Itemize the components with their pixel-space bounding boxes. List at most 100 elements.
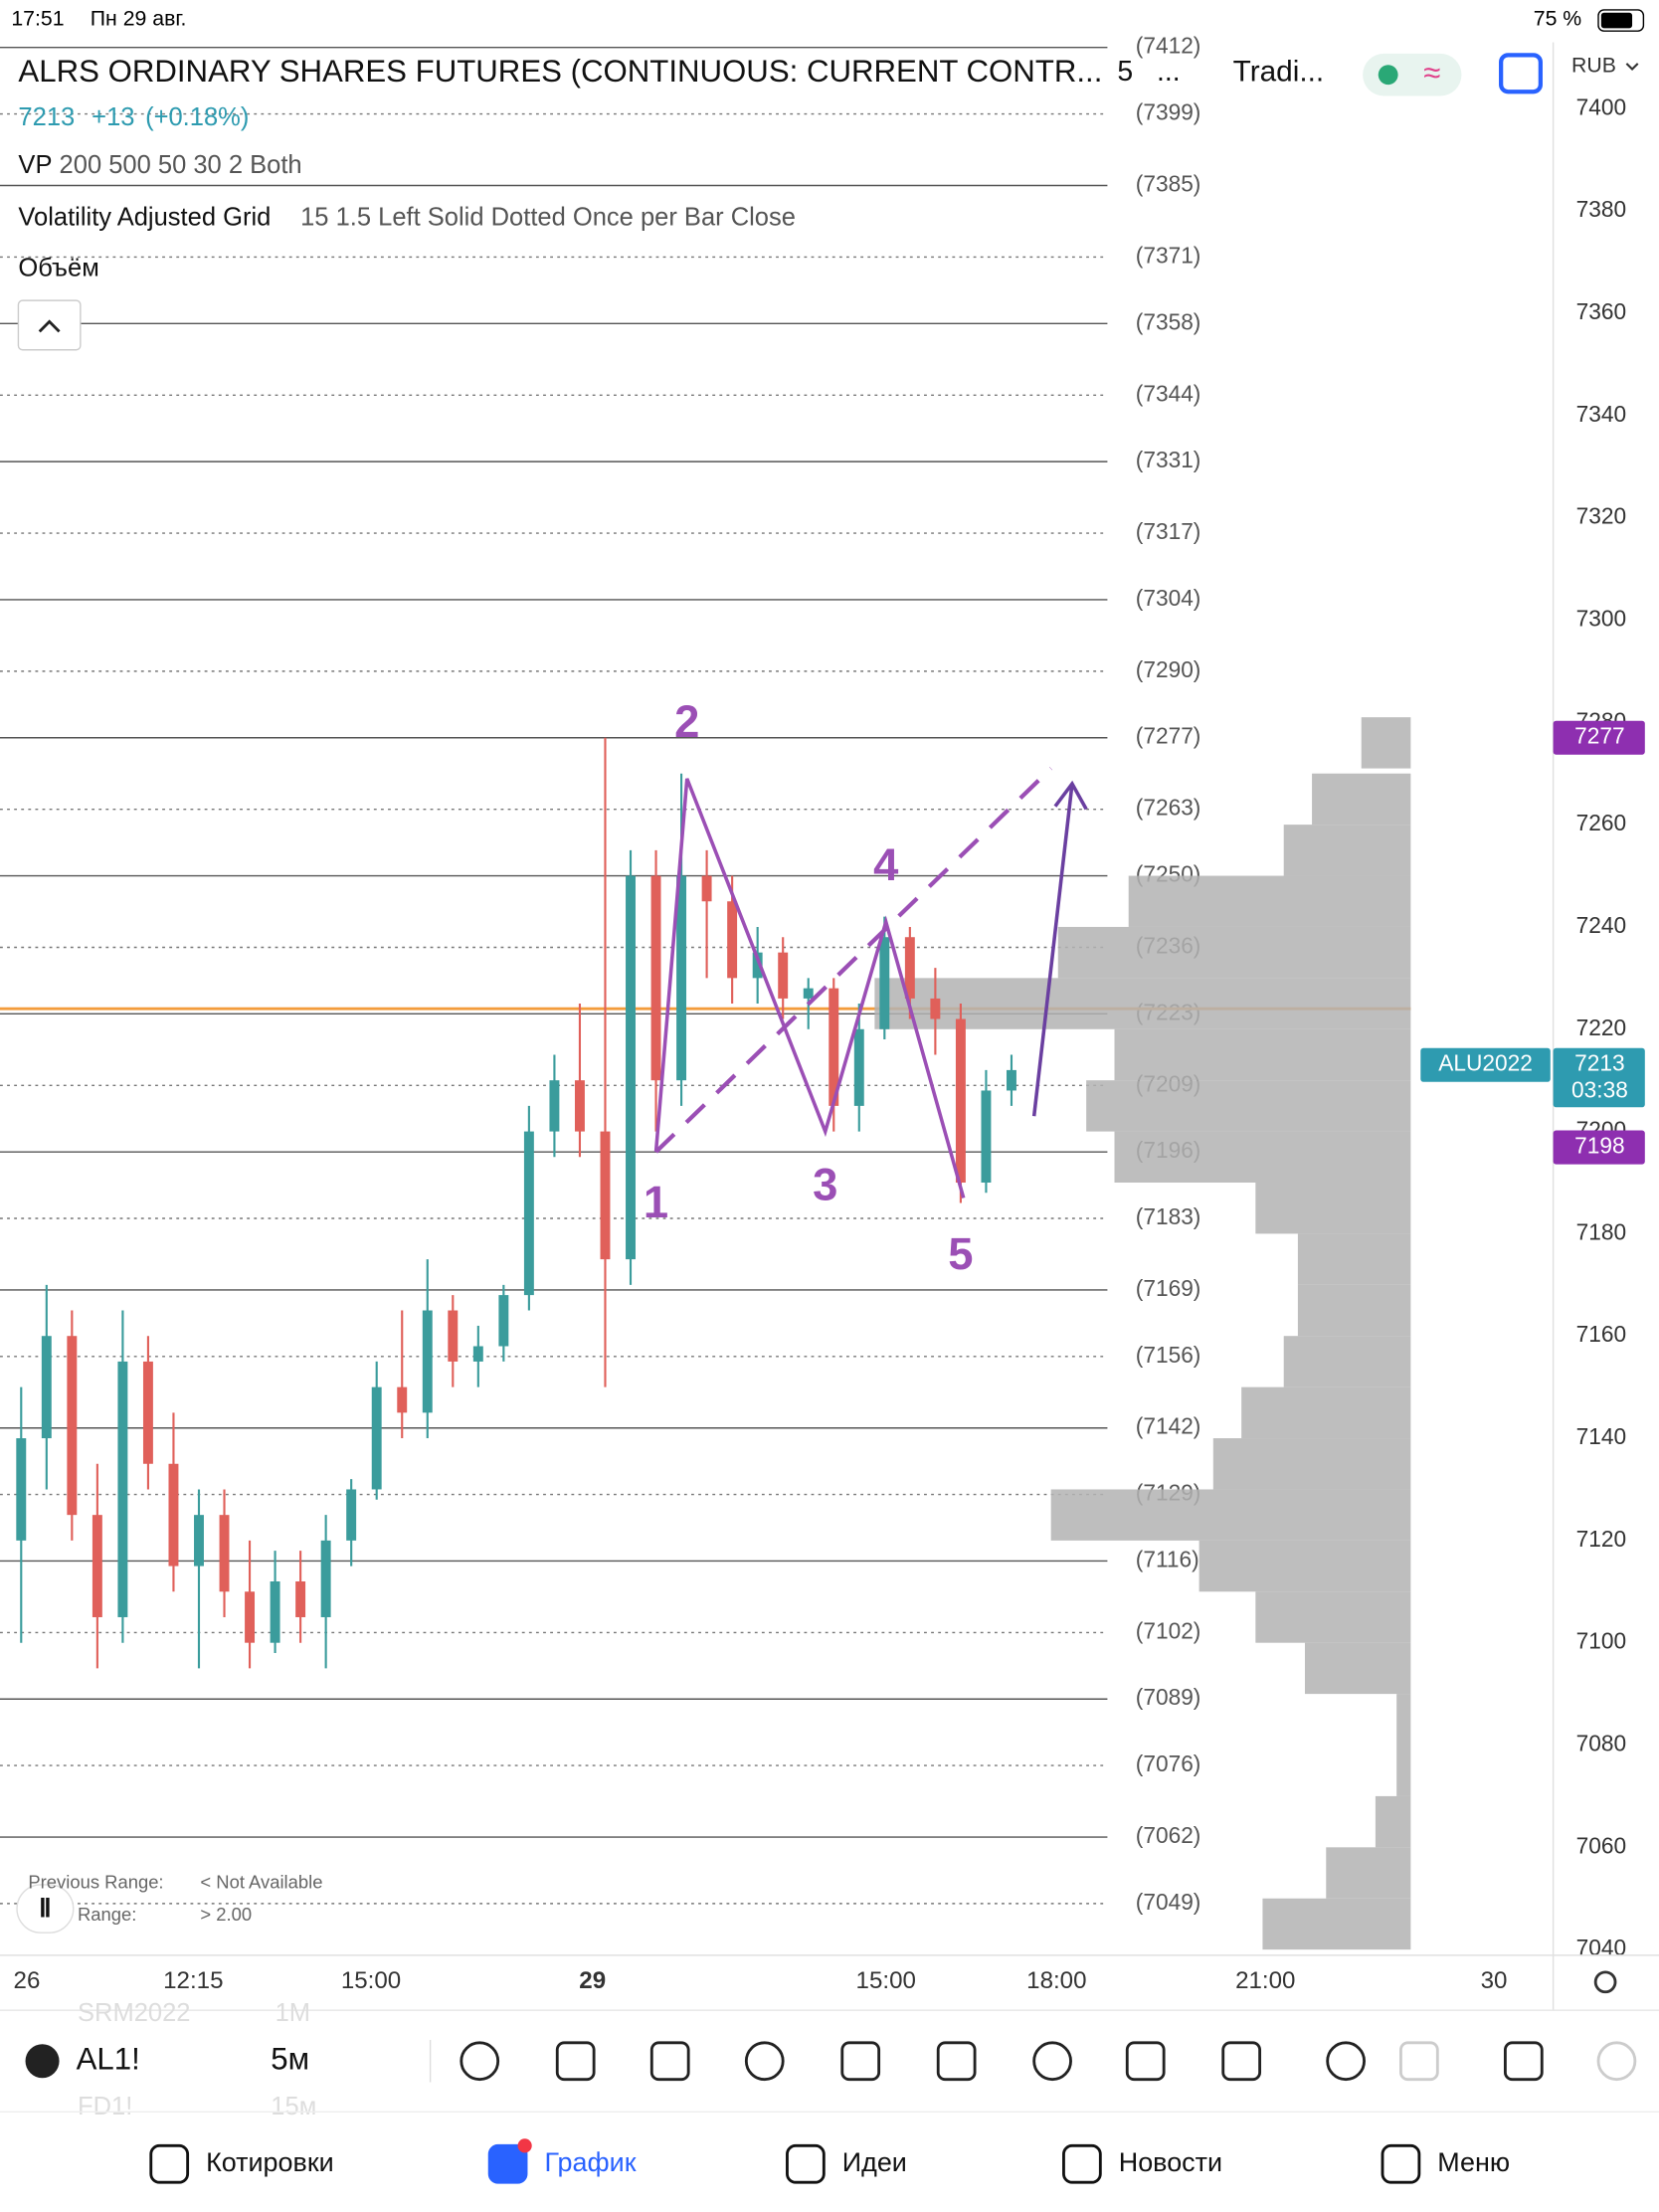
y-tick-label: 7080 bbox=[1576, 1731, 1626, 1756]
settings-icon[interactable] bbox=[1593, 1970, 1617, 1994]
tv-logo-mark: Ⅱ bbox=[39, 1895, 52, 1923]
high-badge-bg bbox=[1553, 720, 1645, 755]
toolbar-icon[interactable] bbox=[649, 2041, 690, 2082]
price-axis-bg bbox=[1553, 42, 1659, 1955]
nav-item: Котировки bbox=[206, 2147, 334, 2177]
candle-body bbox=[600, 1131, 611, 1260]
volume-profile-bar bbox=[1396, 1694, 1411, 1746]
grid-level-label: (7263) bbox=[1136, 795, 1201, 821]
candle-body bbox=[930, 998, 941, 1019]
nav-item: Идеи bbox=[842, 2147, 907, 2177]
symbol-title: ALRS ORDINARY SHARES FUTURES (CONTINUOUS… bbox=[18, 54, 1102, 89]
fullscreen-btn[interactable] bbox=[1499, 53, 1543, 94]
grid-level-label: (7385) bbox=[1136, 170, 1201, 196]
y-tick-label: 7040 bbox=[1576, 1935, 1626, 1960]
toolbar-icon[interactable] bbox=[1399, 2041, 1439, 2082]
volume-profile-bar bbox=[1361, 717, 1411, 769]
candle-body bbox=[803, 988, 814, 999]
candle-body bbox=[67, 1336, 78, 1516]
toolbar-icon[interactable] bbox=[1596, 2041, 1637, 2082]
toolbar-icon[interactable] bbox=[744, 2041, 785, 2082]
toolbar-icon[interactable] bbox=[1221, 2041, 1262, 2082]
wave-line bbox=[653, 778, 966, 1198]
nav-icon[interactable] bbox=[149, 2143, 190, 2184]
candle-body bbox=[752, 952, 763, 979]
trend-line bbox=[654, 767, 1053, 1154]
volume-profile-bar bbox=[1375, 1795, 1411, 1848]
last-price: 7213 bbox=[1574, 1050, 1624, 1076]
header-more: ... bbox=[1157, 56, 1181, 88]
nav-item: Меню bbox=[1437, 2147, 1510, 2177]
nav-badge bbox=[517, 2138, 532, 2153]
arrow-head bbox=[1053, 780, 1088, 811]
x-tick-label: 18:00 bbox=[1026, 1967, 1086, 1994]
volume-profile-bar bbox=[1255, 1182, 1411, 1234]
volume-profile-bar bbox=[1255, 1591, 1411, 1643]
toolbar-icon[interactable] bbox=[1503, 2041, 1544, 2082]
nav-icon[interactable] bbox=[1381, 2143, 1421, 2184]
volume-profile-bar bbox=[1241, 1386, 1411, 1439]
toolbar-icon[interactable] bbox=[840, 2041, 881, 2082]
symbol-badge bbox=[1420, 1047, 1551, 1082]
collapse-icon bbox=[38, 319, 61, 333]
low-badge-bg bbox=[1553, 1130, 1645, 1165]
y-tick-label: 7380 bbox=[1576, 196, 1626, 222]
volume-profile-bar bbox=[1304, 1642, 1411, 1695]
volume-profile-bar bbox=[1262, 1898, 1411, 1950]
y-tick-label: 7160 bbox=[1576, 1321, 1626, 1347]
projection-arrow bbox=[1031, 783, 1074, 1117]
candle-body bbox=[422, 1310, 433, 1413]
toolbar-icon[interactable] bbox=[555, 2041, 596, 2082]
grid-level-label: (7156) bbox=[1136, 1342, 1201, 1368]
grid-level-label: (7399) bbox=[1136, 99, 1201, 125]
candle-body bbox=[142, 1361, 153, 1464]
ghost-interval: 1M bbox=[276, 1999, 310, 2027]
nav-icon[interactable] bbox=[487, 2143, 528, 2184]
toolbar-icon[interactable] bbox=[936, 2041, 977, 2082]
grid-level-label: (7102) bbox=[1136, 1617, 1201, 1643]
volume-profile-bar bbox=[1198, 1540, 1411, 1592]
currency: RUB bbox=[1571, 53, 1616, 77]
header-last-price: 7213 bbox=[18, 103, 75, 131]
candle-body bbox=[472, 1346, 483, 1362]
volume-profile-bar bbox=[1050, 1489, 1411, 1541]
grid-level-label: (7049) bbox=[1136, 1889, 1201, 1915]
candle-body bbox=[879, 937, 890, 1029]
toolbar-icon[interactable] bbox=[1032, 2041, 1072, 2082]
symbol-badge-text: ALU2022 bbox=[1438, 1050, 1533, 1076]
toolbar-icon[interactable] bbox=[1125, 2041, 1166, 2082]
collapse-btn[interactable] bbox=[17, 299, 82, 351]
nav-item: График bbox=[544, 2147, 636, 2177]
nav-icon[interactable] bbox=[1062, 2143, 1102, 2184]
y-tick-label: 7300 bbox=[1576, 605, 1626, 631]
wave-label: 2 bbox=[674, 696, 699, 747]
header-interval: 5 bbox=[1117, 56, 1133, 88]
grid-level-label: (7062) bbox=[1136, 1822, 1201, 1848]
candle-body bbox=[41, 1336, 52, 1439]
volume-profile-bar bbox=[1297, 1284, 1411, 1337]
volume-profile-bar bbox=[1283, 825, 1411, 876]
nav-icon[interactable] bbox=[786, 2143, 826, 2184]
header-change-pct: (+0.18%) bbox=[145, 103, 249, 131]
battery-level: 75 % bbox=[1534, 6, 1582, 30]
y-tick-label: 7060 bbox=[1576, 1832, 1626, 1858]
candle-body bbox=[371, 1386, 382, 1490]
volume-profile-bar bbox=[1114, 1028, 1411, 1081]
toolbar-icon[interactable] bbox=[460, 2041, 500, 2082]
y-tick-label: 7320 bbox=[1576, 503, 1626, 529]
toolbar-icon[interactable] bbox=[1326, 2041, 1366, 2082]
grid-level-label: (7183) bbox=[1136, 1203, 1201, 1229]
volume-profile-bar bbox=[1297, 1233, 1411, 1285]
tv-logo bbox=[16, 1884, 75, 1934]
indicator-name: Объём bbox=[18, 255, 98, 282]
candle-body bbox=[270, 1580, 280, 1643]
x-tick-label: 26 bbox=[14, 1967, 41, 1994]
y-tick-label: 7400 bbox=[1576, 93, 1626, 119]
candle-body bbox=[676, 875, 687, 1081]
candle-body bbox=[981, 1090, 992, 1183]
legend-label: Range: bbox=[78, 1904, 136, 1925]
grid-level-label: (7169) bbox=[1136, 1275, 1201, 1301]
grid-level-label: (7277) bbox=[1136, 723, 1201, 749]
candle-body bbox=[320, 1540, 331, 1617]
